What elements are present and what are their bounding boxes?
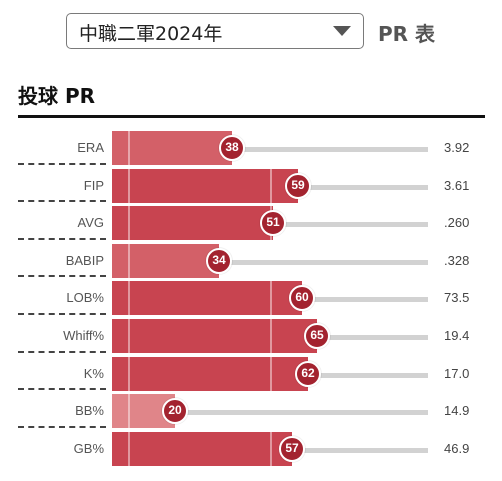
pr-track: 62 [112,357,428,391]
pr-value-badge: 38 [219,135,245,161]
pr-row: BB% 20 14.9 [0,388,502,428]
row-separator [18,163,106,165]
stat-label: FIP [83,178,104,193]
row-separator [18,351,106,353]
bar-tick [128,281,130,315]
track-line [112,410,428,415]
midpoint-tick [270,357,272,391]
pr-track: 38 [112,131,428,165]
pr-value-badge: 20 [162,398,188,424]
stat-value: 14.9 [444,403,470,418]
pr-table-label: PR 表 [378,22,436,46]
bar-tick [128,131,130,165]
pr-value-badge: 62 [295,361,321,387]
stat-value: 3.92 [444,140,470,155]
pr-row: Whiff% 65 19.4 [0,313,502,353]
pr-value-badge: 60 [289,285,315,311]
pr-value-badge: 65 [304,323,330,349]
midpoint-tick [270,319,272,353]
section-divider [18,115,485,118]
pr-row: K% 62 17.0 [0,351,502,391]
pr-track: 65 [112,319,428,353]
stat-label: Whiff% [63,328,104,343]
stat-value: 3.61 [444,178,470,193]
pr-bar [112,131,232,165]
pr-track: 20 [112,394,428,428]
pr-row: AVG 51 .260 [0,200,502,240]
pr-row: FIP 59 3.61 [0,163,502,203]
midpoint-tick [270,281,272,315]
pr-bar [112,244,219,278]
season-select[interactable]: 中職二軍2024年 [66,13,364,49]
pr-track: 59 [112,169,428,203]
chevron-down-icon[interactable] [333,26,351,36]
stat-label: BB% [75,403,104,418]
track-line [112,147,428,152]
row-separator [18,388,106,390]
pr-bar [112,169,298,203]
row-separator [18,275,106,277]
bar-tick [128,432,130,466]
stat-value: 46.9 [444,441,470,456]
pr-bar [112,432,292,466]
bar-tick [128,357,130,391]
pr-value-badge: 57 [279,436,305,462]
pr-bar [112,319,317,353]
row-separator [18,426,106,428]
stat-label: GB% [73,441,104,456]
season-select-value: 中職二軍2024年 [79,23,223,45]
pr-bar [112,206,273,240]
stat-value: .328 [444,253,470,268]
stat-label: BABIP [65,253,104,268]
pr-row: ERA 38 3.92 [0,131,502,165]
pr-track: 51 [112,206,428,240]
section-title: 投球 PR [18,84,96,108]
pr-value-badge: 59 [285,173,311,199]
row-separator [18,200,106,202]
bar-tick [128,394,130,428]
stat-label: LOB% [66,290,104,305]
bar-tick [128,206,130,240]
pr-bar [112,357,308,391]
pr-row: LOB% 60 73.5 [0,275,502,315]
pr-row: GB% 57 46.9 [0,426,502,466]
stat-label: ERA [77,140,104,155]
stat-value: 19.4 [444,328,470,343]
track-line [112,260,428,265]
stat-label: K% [83,366,104,381]
stat-value: .260 [444,215,470,230]
bar-tick [128,319,130,353]
pr-track: 57 [112,432,428,466]
pr-track: 34 [112,244,428,278]
stat-value: 73.5 [444,290,470,305]
stat-label: AVG [77,215,105,230]
pr-bar [112,281,302,315]
row-separator [18,238,106,240]
pr-value-badge: 34 [206,248,232,274]
pr-value-badge: 51 [260,210,286,236]
pr-row: BABIP 34 .328 [0,238,502,278]
midpoint-tick [270,169,272,203]
row-separator [18,313,106,315]
stat-value: 17.0 [444,366,470,381]
pr-track: 60 [112,281,428,315]
top-bar: 中職二軍2024年 PR 表 [0,0,502,64]
midpoint-tick [270,432,272,466]
bar-tick [128,244,130,278]
bar-tick [128,169,130,203]
